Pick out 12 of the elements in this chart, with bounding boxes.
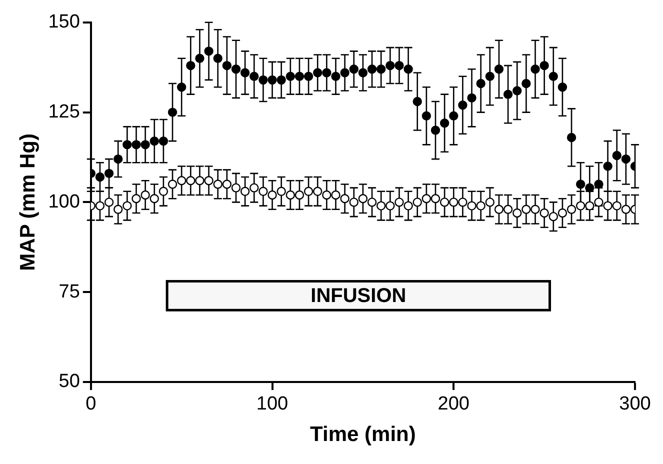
y-tick-label: 50 — [58, 371, 80, 392]
y-axis-title: MAP (mm Hg) — [16, 134, 40, 271]
x-tick-label: 300 — [619, 394, 651, 415]
band-label: INFUSION — [310, 285, 406, 308]
x-tick-label: 100 — [256, 394, 288, 415]
y-tick-label: 75 — [58, 281, 80, 302]
y-tick-label: 125 — [48, 102, 80, 123]
x-tick-label: 200 — [438, 394, 470, 415]
y-tick-label: 100 — [48, 191, 80, 212]
x-axis-title: Time (min) — [310, 423, 416, 446]
y-tick-label: 150 — [48, 12, 80, 33]
x-tick-label: 0 — [86, 394, 96, 415]
